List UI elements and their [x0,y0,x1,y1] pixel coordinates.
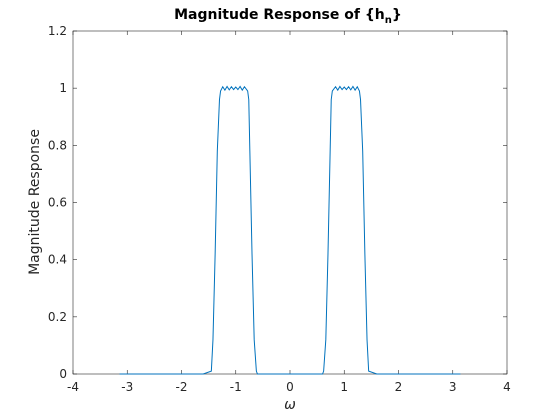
y-tick-label: 0.6 [48,196,67,210]
x-tick-label: -1 [230,380,242,394]
x-tick-label: 2 [395,380,403,394]
x-axis: -4 -3 -2 -1 0 1 2 3 4 [67,31,511,394]
x-tick-label: 3 [449,380,457,394]
y-tick-label: 1 [59,81,67,95]
x-tick-label: -3 [121,380,133,394]
y-tick-label: 0 [59,367,67,381]
x-tick-label: 4 [503,380,511,394]
x-axis-label: ω [284,397,296,413]
x-tick-label: -4 [67,380,79,394]
y-tick-label: 0.8 [48,138,67,152]
x-tick-label: -2 [176,380,188,394]
y-tick-label: 0.2 [48,310,67,324]
x-tick-label: 1 [340,380,348,394]
y-tick-label: 1.2 [48,24,67,38]
magnitude-response-line [119,85,461,375]
chart-title: Magnitude Response of {hn} [174,7,402,26]
y-tick-label: 0.4 [48,253,67,267]
x-tick-label: 0 [286,380,294,394]
y-axis: 0 0.2 0.4 0.6 0.8 1 1.2 [48,24,507,381]
plot-area [72,30,508,375]
y-axis-label: Magnitude Response [27,129,43,275]
